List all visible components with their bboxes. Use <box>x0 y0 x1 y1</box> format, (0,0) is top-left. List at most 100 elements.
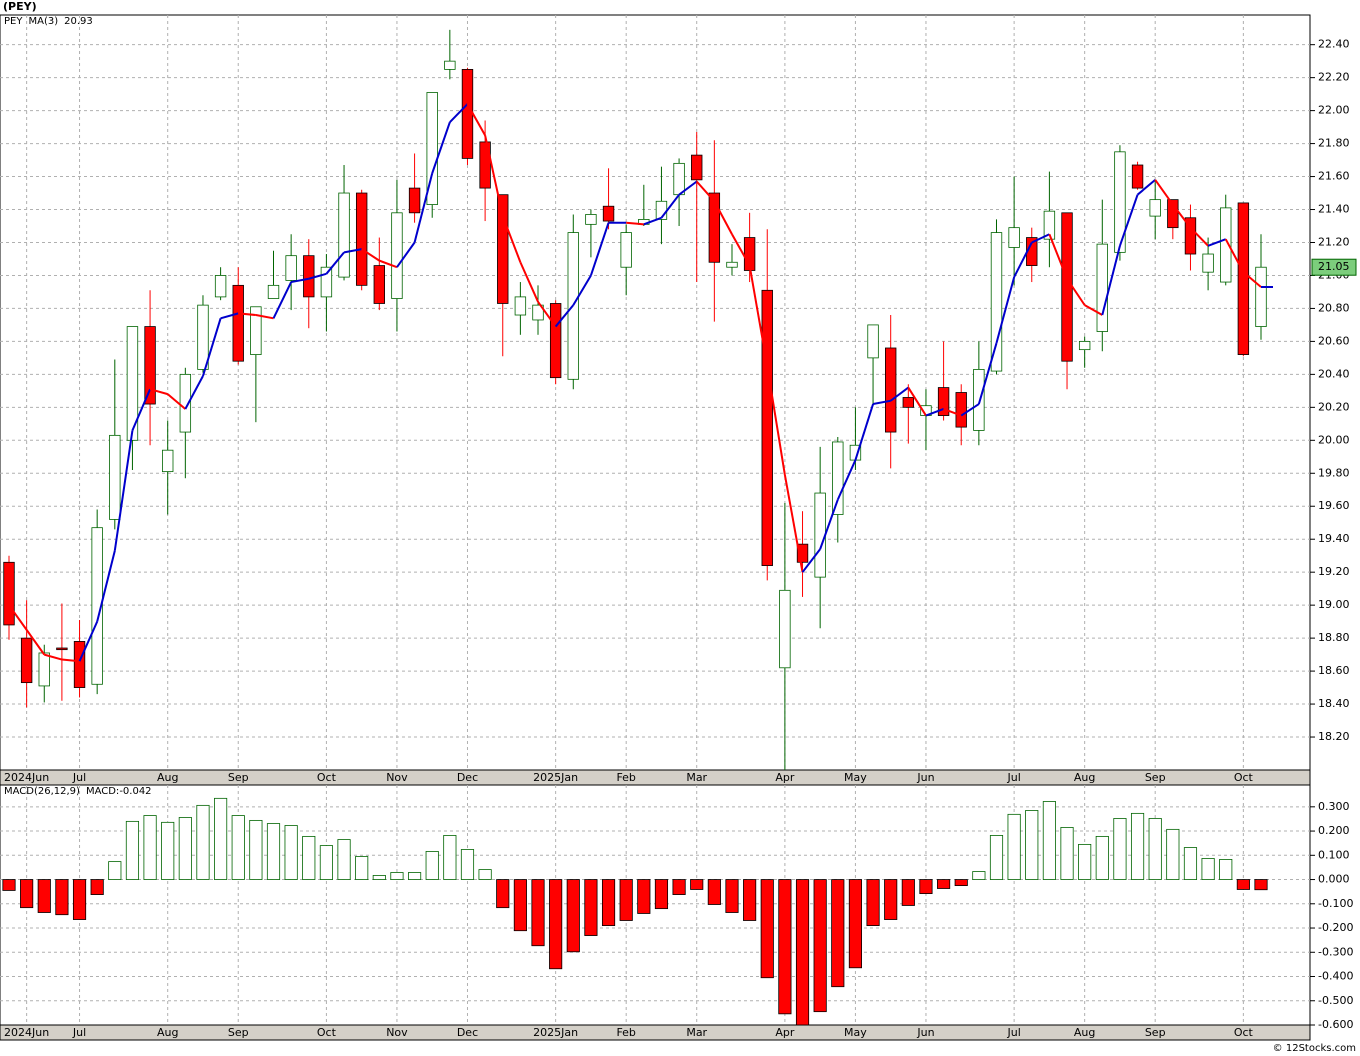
x-tick-label: Aug <box>157 1026 178 1039</box>
candle-body <box>1078 340 1091 351</box>
ma-segment <box>272 281 293 319</box>
y-tick-label: 19.20 <box>1318 565 1350 578</box>
ma-segment <box>854 403 875 461</box>
legend-entry: MACD(26,12,9) <box>4 786 80 797</box>
candle-body <box>832 441 844 515</box>
x-tick-label: Oct <box>1234 1026 1254 1039</box>
y-tick-label: 0.100 <box>1318 848 1350 861</box>
x-tick-label: Oct <box>317 1026 337 1039</box>
bar <box>513 879 527 932</box>
ma-segment <box>167 393 186 410</box>
candle-body <box>126 326 139 441</box>
y-tick-label: -0.300 <box>1318 945 1353 958</box>
y-tick-label: 18.60 <box>1318 664 1350 677</box>
x-tick-label: Jul <box>72 771 86 784</box>
y-tick-label: -0.200 <box>1318 921 1353 934</box>
bar <box>566 879 580 953</box>
ma-segment <box>1031 233 1050 244</box>
ma-segment <box>572 274 592 306</box>
ma-segment <box>1066 278 1086 306</box>
ma-segment <box>995 276 1016 344</box>
x-tick-label: Aug <box>1074 771 1095 784</box>
candle-body <box>726 261 738 268</box>
candle-body <box>426 92 438 205</box>
bar <box>654 879 669 910</box>
candle-body <box>1237 202 1250 355</box>
x-tick-label: Jul <box>72 1026 86 1039</box>
ma-segment <box>766 365 786 476</box>
bar <box>989 835 1004 880</box>
ma-segment <box>519 261 539 303</box>
y-tick-label: 20.40 <box>1318 367 1350 380</box>
y-tick-label: 19.40 <box>1318 532 1350 545</box>
candle-body <box>867 324 879 359</box>
x-tick-label: Jul <box>1006 1026 1020 1039</box>
bar <box>1025 810 1039 880</box>
candle-body <box>885 347 897 433</box>
y-tick-label: 22.00 <box>1318 104 1350 117</box>
ma-segment <box>113 430 134 551</box>
x-tick-label: 2024Jun <box>4 1026 49 1039</box>
chart-title: (PEY) <box>3 0 37 13</box>
bar <box>1254 879 1268 891</box>
ma-segment <box>660 194 680 219</box>
plot-area <box>0 14 1311 771</box>
x-tick-label: Jun <box>916 771 934 784</box>
candle-body <box>250 306 262 355</box>
y-tick-label: 21.80 <box>1318 137 1350 150</box>
bar <box>72 879 87 920</box>
candle-body <box>73 641 86 688</box>
candle-body <box>408 187 421 214</box>
ma-segment <box>396 241 416 268</box>
x-tick-label: Mar <box>686 1026 707 1039</box>
candle-body <box>937 387 950 416</box>
x-tick-label: Sep <box>1145 1026 1166 1039</box>
y-tick-label: 18.40 <box>1318 697 1350 710</box>
ma-segment <box>1048 233 1068 280</box>
ma-segment <box>907 387 927 417</box>
y-tick-label: 0.200 <box>1318 824 1350 837</box>
x-tick-label: May <box>844 1026 867 1039</box>
bar <box>249 819 263 880</box>
bar <box>813 879 827 1013</box>
ma-segment <box>1101 245 1121 316</box>
candle-body <box>303 255 315 298</box>
bar <box>1166 828 1180 880</box>
ma-segment <box>1118 194 1139 247</box>
ma-segment <box>678 180 698 196</box>
candle-body <box>796 543 809 563</box>
bar <box>919 879 933 895</box>
candle-body <box>497 194 509 304</box>
bar <box>425 851 439 880</box>
ma-segment <box>431 121 451 174</box>
ma-segment <box>1084 304 1103 316</box>
ma-segment <box>184 375 204 410</box>
ma-segment <box>8 604 28 631</box>
candle-body <box>461 68 474 159</box>
legend-entry: -0.042 <box>119 786 151 797</box>
bar <box>1113 818 1127 880</box>
candle-body <box>285 255 297 281</box>
legend-entry: MA(3) <box>28 16 58 27</box>
candle-body <box>1043 210 1056 240</box>
ma-segment <box>819 499 839 550</box>
bar <box>690 879 704 890</box>
ma-segment <box>943 408 962 417</box>
bar <box>531 879 545 947</box>
candle-body <box>338 192 350 278</box>
ma-segment <box>131 388 151 431</box>
ma-segment <box>149 388 168 396</box>
candle-body <box>38 652 50 687</box>
bar <box>866 879 880 927</box>
ma-segment <box>255 314 274 320</box>
candle-body <box>20 637 33 684</box>
x-tick-label: Apr <box>775 1026 795 1039</box>
y-tick-label: -0.400 <box>1318 970 1353 983</box>
y-tick-label: 19.00 <box>1318 598 1350 611</box>
candle-body <box>197 304 209 370</box>
ma-segment <box>748 265 769 367</box>
ma-segment <box>325 251 345 275</box>
candle-body <box>902 397 915 408</box>
bar <box>37 879 51 913</box>
x-tick-label: Feb <box>616 771 635 784</box>
